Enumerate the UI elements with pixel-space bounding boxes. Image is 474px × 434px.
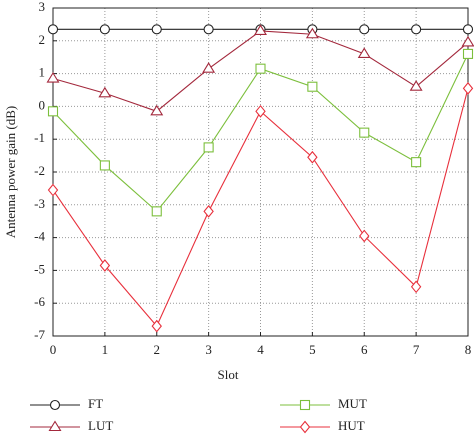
plot-frame <box>52 7 469 337</box>
data-point <box>305 27 319 39</box>
x-tick-label: 6 <box>361 342 368 357</box>
data-point <box>307 150 318 164</box>
x-tick-label: 2 <box>154 342 161 357</box>
data-point <box>461 35 474 47</box>
y-tick-label: -1 <box>34 130 45 145</box>
y-tick-label: -6 <box>34 294 45 309</box>
data-point <box>202 62 216 73</box>
data-point <box>151 24 162 35</box>
y-tick-label: 2 <box>39 32 46 47</box>
x-tick-label: 5 <box>309 342 316 357</box>
y-tick-label: -7 <box>34 327 45 342</box>
x-tick-label: 4 <box>257 342 264 357</box>
y-axis-label: Antenna power gain (dB) <box>3 106 18 239</box>
legend-label: FT <box>88 396 103 411</box>
x-axis-label: Slot <box>218 367 239 382</box>
data-point <box>359 229 370 243</box>
data-point <box>47 24 59 35</box>
data-point <box>99 24 110 35</box>
x-tick-label: 7 <box>413 342 420 357</box>
data-point <box>46 71 60 83</box>
y-tick-label: -2 <box>34 163 45 178</box>
legend-marker <box>299 420 311 434</box>
legend-marker <box>299 399 311 411</box>
data-point <box>203 24 214 35</box>
data-point <box>150 104 164 116</box>
data-point <box>151 206 162 217</box>
y-tick-label: -4 <box>34 229 45 244</box>
data-point <box>254 24 267 36</box>
data-point <box>203 204 214 218</box>
data-point <box>462 48 474 59</box>
data-point <box>409 80 423 91</box>
y-tick-label: 0 <box>39 97 46 112</box>
data-point <box>255 104 266 118</box>
data-point <box>255 63 266 74</box>
legend-marker <box>48 420 62 432</box>
x-tick-label: 0 <box>50 342 57 357</box>
data-point <box>98 86 112 98</box>
y-tick-label: 1 <box>39 65 46 80</box>
x-tick-label: 8 <box>465 342 472 357</box>
y-tick-label: 3 <box>39 0 46 14</box>
data-point <box>99 259 111 272</box>
data-point <box>307 81 318 92</box>
legend-label: HUT <box>338 418 365 433</box>
data-point <box>203 142 214 153</box>
data-point <box>462 24 474 35</box>
data-point <box>99 160 110 171</box>
data-point <box>410 280 422 294</box>
data-point <box>359 24 370 35</box>
data-point <box>151 319 162 333</box>
x-tick-label: 1 <box>102 342 109 357</box>
data-point <box>411 24 422 35</box>
data-point <box>359 127 370 138</box>
data-point <box>411 157 422 168</box>
y-tick-label: -3 <box>34 196 45 211</box>
data-point <box>462 81 474 95</box>
x-tick-label: 3 <box>205 342 212 357</box>
data-point <box>357 47 371 58</box>
legend-label: MUT <box>338 396 367 411</box>
data-point <box>47 106 59 117</box>
legend-marker <box>49 399 61 411</box>
data-point <box>47 183 59 197</box>
y-tick-label: -5 <box>34 261 45 276</box>
legend-label: LUT <box>88 418 113 433</box>
